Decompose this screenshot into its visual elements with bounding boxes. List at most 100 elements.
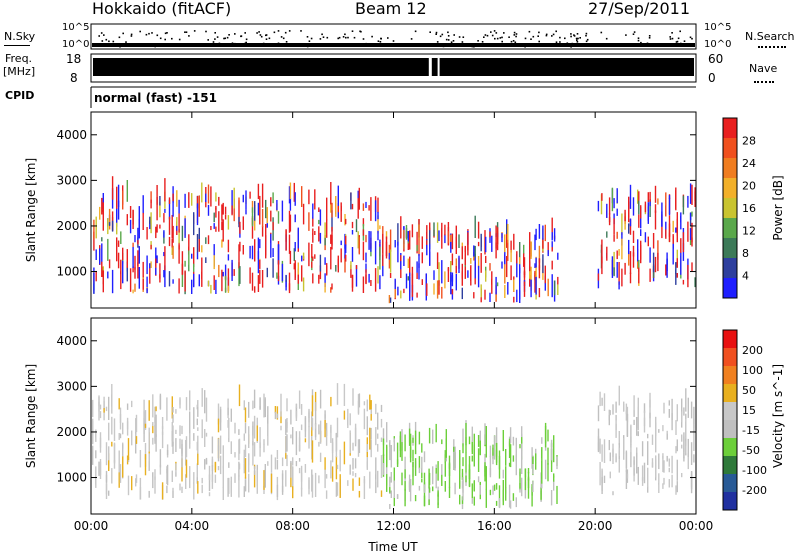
echo-cell	[319, 209, 322, 226]
echo-cell	[251, 218, 254, 239]
echo-cell	[663, 477, 665, 485]
noise-point	[256, 32, 258, 34]
echo-cell	[532, 455, 534, 475]
echo-cell	[286, 422, 288, 427]
echo-cell	[418, 238, 420, 256]
noise-point	[501, 36, 503, 39]
echo-cell	[538, 258, 541, 271]
echo-cell	[276, 450, 279, 460]
echo-cell	[519, 280, 521, 300]
echo-cell	[118, 398, 120, 410]
echo-cell	[314, 424, 317, 429]
x-tick-label: 00:00	[74, 519, 109, 533]
echo-cell	[366, 399, 368, 412]
echo-cell	[201, 484, 203, 494]
echo-cell	[597, 273, 600, 281]
echo-cell	[184, 193, 186, 208]
echo-cell	[191, 279, 193, 294]
echo-cell	[127, 475, 130, 496]
colorbar-tick-label: 15	[742, 404, 756, 417]
echo-cell	[421, 252, 423, 264]
echo-cell	[319, 232, 322, 244]
echo-cell	[270, 210, 272, 222]
echo-cell	[471, 426, 473, 442]
echo-cell	[116, 208, 118, 227]
echo-cell	[280, 411, 282, 424]
echo-cell	[224, 275, 227, 293]
echo-cell	[116, 222, 118, 235]
echo-cell	[276, 406, 279, 420]
echo-cell	[105, 482, 108, 495]
echo-cell	[637, 466, 639, 485]
echo-cell	[377, 215, 379, 234]
echo-cell	[666, 455, 668, 462]
noise-point	[648, 37, 651, 39]
noise-point	[166, 32, 168, 34]
echo-cell	[389, 487, 391, 493]
echo-cell	[137, 250, 139, 267]
echo-cell	[221, 221, 223, 231]
echo-cell	[161, 431, 164, 449]
echo-cell	[222, 202, 224, 215]
echo-cell	[311, 244, 313, 258]
echo-cell	[628, 248, 630, 255]
echo-cell	[651, 434, 654, 445]
echo-cell	[122, 190, 124, 210]
echo-cell	[542, 238, 544, 249]
echo-cell	[680, 252, 682, 275]
noise-point	[164, 32, 167, 35]
echo-cell	[485, 270, 487, 282]
noise-point	[345, 36, 347, 39]
echo-cell	[465, 423, 467, 446]
echo-cell	[625, 470, 628, 489]
echo-cell	[377, 470, 379, 488]
echo-cell	[126, 455, 129, 465]
echo-cell	[336, 464, 339, 470]
echo-cell	[107, 271, 109, 279]
noise-point	[559, 41, 561, 43]
echo-cell	[98, 397, 100, 421]
echo-cell	[264, 399, 266, 418]
echo-cell	[603, 439, 606, 463]
echo-cell	[185, 436, 188, 458]
echo-cell	[263, 470, 265, 490]
colorbar-swatch	[723, 198, 737, 218]
echo-cell	[409, 433, 412, 444]
echo-cell	[185, 443, 187, 466]
echo-cell	[285, 435, 287, 454]
noise-point	[214, 32, 216, 34]
noise-point	[501, 40, 503, 43]
echo-cell	[426, 283, 428, 296]
echo-cell	[368, 231, 370, 250]
y-tick-label: 4000	[56, 128, 87, 142]
power-heatmap	[93, 176, 696, 304]
echo-cell	[350, 192, 352, 210]
echo-cell	[423, 495, 426, 506]
echo-cell	[150, 244, 152, 250]
noise-point	[214, 38, 216, 40]
colorbar-tick-label: -15	[742, 424, 760, 437]
echo-cell	[416, 245, 418, 252]
echo-cell	[178, 213, 180, 233]
echo-cell	[289, 214, 292, 232]
echo-cell	[529, 261, 531, 272]
echo-cell	[510, 250, 512, 263]
noise-point	[410, 38, 413, 40]
echo-cell	[324, 237, 326, 246]
echo-cell	[380, 455, 383, 478]
echo-cell	[254, 201, 256, 221]
echo-cell	[326, 263, 328, 275]
echo-cell	[621, 268, 623, 287]
echo-cell	[350, 265, 352, 278]
echo-cell	[261, 225, 264, 237]
echo-cell	[613, 234, 615, 242]
echo-cell	[146, 288, 148, 294]
echo-cell	[652, 252, 655, 273]
echo-cell	[138, 246, 140, 264]
echo-cell	[407, 240, 409, 250]
echo-cell	[465, 475, 467, 483]
echo-cell	[380, 437, 383, 442]
echo-cell	[358, 477, 361, 486]
echo-cell	[421, 478, 423, 483]
echo-cell	[280, 425, 282, 431]
